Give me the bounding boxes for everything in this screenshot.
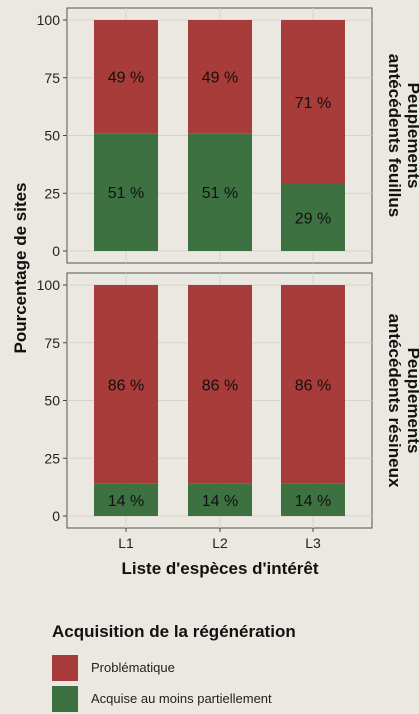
legend-label-acquise: Acquise au moins partiellement bbox=[91, 691, 272, 706]
y-tick-label: 0 bbox=[52, 243, 60, 259]
data-label: 86 % bbox=[295, 377, 331, 394]
y-tick-label: 0 bbox=[52, 508, 60, 524]
data-label: 29 % bbox=[295, 211, 331, 228]
legend-swatch-problematique bbox=[52, 654, 78, 681]
bar-segment bbox=[188, 483, 252, 516]
data-label: 51 % bbox=[108, 185, 144, 202]
data-label: 86 % bbox=[108, 377, 144, 394]
x-tick-label: L1 bbox=[118, 535, 134, 551]
data-label: 14 % bbox=[202, 493, 238, 510]
x-axis-title: Liste d'espèces d'intérêt bbox=[121, 559, 318, 578]
legend-item-acquise: Acquise au moins partiellement bbox=[52, 683, 412, 714]
legend-item-problematique: Problématique bbox=[52, 652, 412, 683]
bar-segment bbox=[281, 20, 345, 185]
y-tick-label: 75 bbox=[44, 70, 60, 86]
bar-segment bbox=[188, 133, 252, 251]
legend: Acquisition de la régénération Problémat… bbox=[52, 622, 412, 714]
y-tick-label: 25 bbox=[44, 185, 60, 201]
legend-label-problematique: Problématique bbox=[91, 660, 175, 675]
y-tick-label: 100 bbox=[37, 277, 61, 293]
data-label: 49 % bbox=[202, 70, 238, 87]
data-label: 71 % bbox=[295, 95, 331, 112]
facet-label-line: antécédents feuillus bbox=[385, 54, 404, 217]
y-tick-label: 50 bbox=[44, 393, 60, 409]
data-label: 14 % bbox=[295, 493, 331, 510]
bar-segment bbox=[281, 285, 345, 484]
x-tick-label: L3 bbox=[305, 535, 321, 551]
y-tick-label: 75 bbox=[44, 335, 60, 351]
facet-label-line: antécédents résineux bbox=[385, 314, 404, 488]
data-label: 14 % bbox=[108, 493, 144, 510]
bar-segment bbox=[188, 285, 252, 484]
y-axis-title: Pourcentage de sites bbox=[11, 182, 30, 353]
bar-segment bbox=[281, 184, 345, 251]
data-label: 49 % bbox=[108, 70, 144, 87]
stacked-bar-chart: 0 25 50 75 100 51 % 49 % 51 % 49 % 29 % 71 % Peuple… bbox=[11, 7, 419, 578]
y-tick-label: 50 bbox=[44, 128, 60, 144]
data-label: 51 % bbox=[202, 185, 238, 202]
bar-segment bbox=[94, 483, 158, 516]
y-tick-label: 25 bbox=[44, 450, 60, 466]
bar-segment bbox=[188, 20, 252, 134]
bar-segment bbox=[94, 285, 158, 484]
x-tick-label: L2 bbox=[212, 535, 228, 551]
bar-segment bbox=[281, 483, 345, 516]
y-tick-label: 100 bbox=[37, 12, 61, 28]
legend-swatch-acquise bbox=[52, 685, 78, 712]
facet-label-line: Peuplements bbox=[404, 348, 419, 454]
facet-label-line: Peuplements bbox=[404, 83, 419, 189]
bar-segment bbox=[94, 20, 158, 134]
legend-title: Acquisition de la régénération bbox=[52, 622, 296, 641]
bar-segment bbox=[94, 133, 158, 251]
data-label: 86 % bbox=[202, 377, 238, 394]
